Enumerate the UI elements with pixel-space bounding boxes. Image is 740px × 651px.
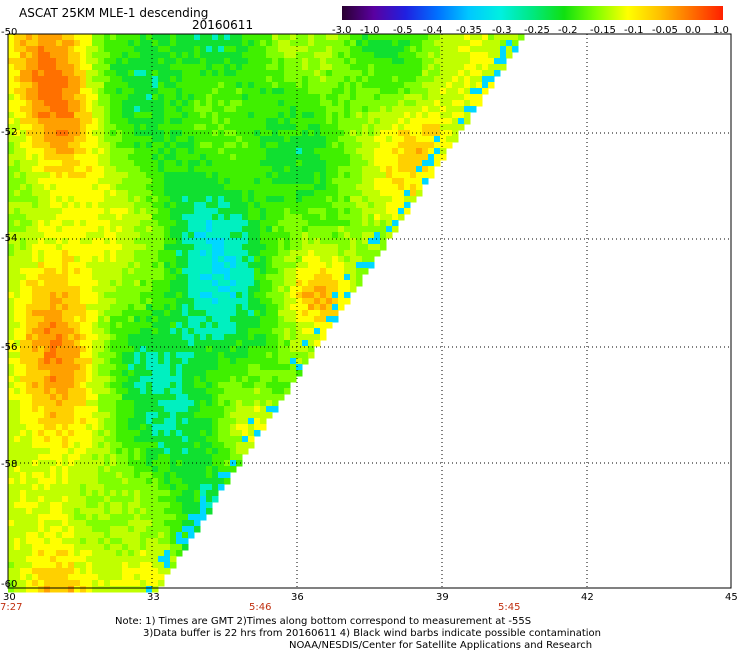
x-tick-label: 33 — [147, 592, 160, 603]
y-tick-label: -54 — [1, 233, 17, 244]
x-tick-label: 39 — [436, 592, 449, 603]
y-tick-label: -52 — [1, 127, 17, 138]
time-label: 5:46 — [249, 602, 271, 613]
time-label: 7:27 — [0, 602, 22, 613]
y-tick-label: -56 — [1, 342, 17, 353]
x-tick-label: 45 — [725, 592, 738, 603]
wind-field-cells — [8, 34, 525, 593]
footnote-line: NOAA/NESDIS/Center for Satellite Applica… — [289, 640, 592, 651]
y-tick-label: -60 — [1, 579, 17, 590]
footnote-line: Note: 1) Times are GMT 2)Times along bot… — [115, 616, 531, 627]
x-tick-label: 36 — [291, 592, 304, 603]
y-tick-label: -50 — [1, 27, 17, 38]
time-label: 5:45 — [498, 602, 520, 613]
y-tick-label: -58 — [1, 459, 17, 470]
wind-map — [0, 0, 740, 600]
x-tick-label: 42 — [581, 592, 594, 603]
footnote-line: 3)Data buffer is 22 hrs from 20160611 4)… — [143, 628, 601, 639]
